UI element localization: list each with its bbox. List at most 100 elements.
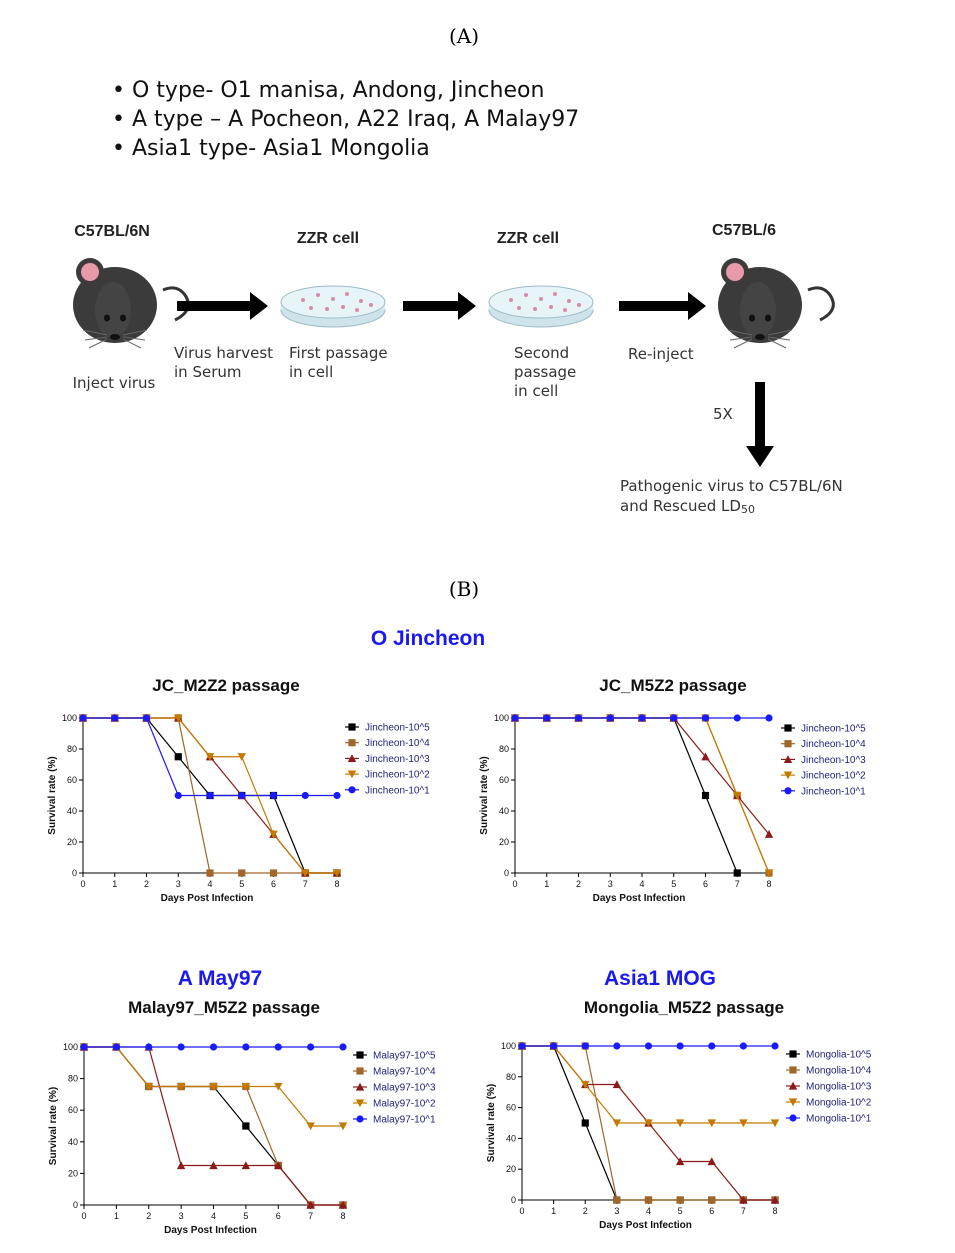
section-heading: Asia1 MOG (604, 967, 716, 990)
marker (675, 1157, 685, 1166)
arrows (177, 292, 774, 467)
x-tick-label: 7 (303, 879, 308, 889)
marker (174, 714, 183, 723)
x-axis-label: Days Post Infection (164, 1225, 257, 1236)
marker (307, 1043, 315, 1051)
legend-marker (784, 740, 792, 748)
legend-marker (788, 1081, 798, 1090)
marker (206, 791, 214, 800)
x-axis-label: Days Post Infection (161, 893, 254, 904)
x-tick-label: 6 (709, 1206, 714, 1216)
result-subscript: 50 (741, 503, 755, 516)
marker (708, 1196, 716, 1204)
chart-title: JC_M5Z2 passage (599, 676, 746, 695)
step-caption: Re-inject (628, 345, 694, 363)
marker (543, 714, 551, 722)
marker (205, 753, 215, 761)
chart-title: Mongolia_M5Z2 passage (584, 998, 784, 1017)
marker (518, 1042, 526, 1050)
marker (269, 869, 278, 877)
marker (274, 1043, 282, 1051)
x-tick-label: 2 (144, 879, 149, 889)
series-line (515, 717, 770, 874)
y-tick-label: 0 (511, 1195, 516, 1205)
mouse-icon (71, 256, 190, 350)
dish-icon (488, 285, 594, 328)
legend-marker (348, 739, 356, 747)
x-tick-label: 0 (519, 1206, 524, 1216)
marker (112, 1043, 120, 1051)
marker (644, 1042, 653, 1050)
marker (338, 1122, 348, 1131)
marker (333, 791, 341, 800)
x-tick-label: 8 (772, 1206, 777, 1216)
step-caption: in cell (514, 382, 558, 400)
x-tick-label: 4 (211, 1211, 216, 1221)
y-tick-label: 60 (68, 1105, 78, 1115)
result-text: and Rescued LD50 (620, 497, 755, 516)
y-tick-label: 40 (499, 806, 509, 816)
x-tick-label: 0 (80, 879, 85, 889)
step-label: ZZR cell (497, 230, 559, 247)
marker (676, 1042, 684, 1050)
chart: A May97 Malay97_M5Z2 passage 0 20 40 60 80 100 0… (48, 967, 436, 1236)
y-tick-label: 20 (506, 1164, 516, 1174)
marker (209, 1082, 218, 1091)
marker (707, 1119, 716, 1128)
repeat-label: 5X (713, 405, 733, 423)
legend-marker (783, 771, 793, 780)
marker (111, 714, 119, 722)
marker (209, 1043, 218, 1051)
chart-title: Malay97_M5Z2 passage (128, 998, 320, 1017)
x-tick-label: 2 (583, 1206, 588, 1216)
bullet: • O type- O1 manisa, Andong, Jincheon (112, 78, 544, 103)
y-tick-label: 80 (67, 744, 77, 754)
series-line (84, 1046, 343, 1206)
marker (338, 1200, 348, 1209)
y-tick-label: 100 (494, 713, 509, 723)
legend-marker (355, 1099, 365, 1108)
panel-label: (A) (449, 24, 479, 48)
marker (209, 1161, 218, 1170)
x-tick-label: 7 (308, 1211, 313, 1221)
legend-marker (784, 724, 792, 732)
marker (701, 752, 710, 761)
marker (739, 1119, 748, 1128)
marker (269, 791, 278, 800)
marker (771, 1042, 779, 1050)
legend-marker (789, 1066, 797, 1074)
bullet: • A type – A Pocheon, A22 Iraq, A Malay9… (112, 107, 579, 132)
marker (644, 1119, 653, 1128)
legend-marker (356, 1067, 364, 1075)
marker (644, 1196, 653, 1204)
legend-label: Mongolia-10^3 (806, 1082, 872, 1093)
chart: JC_M5Z2 passage 0 20 40 60 80 100 0 1 2 3 4 5 6 7 8 Days… (479, 676, 866, 904)
marker (269, 830, 278, 839)
series-line (515, 717, 770, 835)
y-tick-label: 40 (506, 1133, 516, 1143)
marker (176, 1161, 186, 1170)
bullet-text: Asia1 type- Asia1 Mongolia (132, 136, 430, 161)
legend-marker (347, 754, 357, 762)
y-tick-label: 60 (506, 1103, 516, 1113)
x-tick-label: 8 (766, 879, 771, 889)
marker (613, 1196, 621, 1204)
marker (701, 714, 710, 722)
marker (707, 1157, 716, 1166)
x-tick-label: 0 (81, 1211, 86, 1221)
y-tick-label: 100 (62, 713, 77, 723)
step-caption: passage (514, 363, 576, 381)
marker (80, 1043, 88, 1051)
legend-label: Malay97-10^2 (373, 1099, 436, 1110)
legend-label: Jincheon-10^3 (365, 754, 430, 765)
marker (708, 1042, 716, 1050)
bullet-text: O type- O1 manisa, Andong, Jincheon (132, 78, 544, 103)
legend-label: Jincheon-10^3 (801, 755, 866, 766)
legend-marker (789, 1114, 797, 1122)
marker (301, 791, 309, 800)
x-tick-label: 3 (179, 1211, 184, 1221)
x-axis-label: Days Post Infection (593, 893, 686, 904)
step-caption: Inject virus (73, 374, 156, 392)
y-tick-label: 20 (68, 1168, 78, 1178)
x-tick-label: 2 (576, 879, 581, 889)
